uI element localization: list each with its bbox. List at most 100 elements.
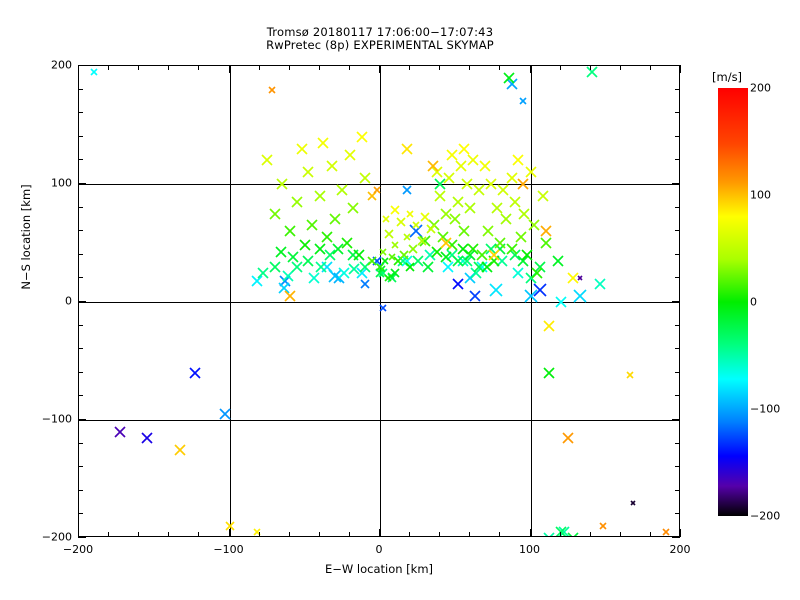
scatter-marker (437, 231, 449, 243)
colorbar-tick-label: −200 (750, 509, 781, 523)
y-tick-label: −100 (41, 412, 72, 426)
scatter-marker (458, 142, 470, 155)
scatter-marker (401, 142, 413, 155)
scatter-marker (336, 184, 348, 196)
y-axis-label: N−S location [km] (19, 184, 33, 290)
scatter-marker (284, 225, 296, 237)
scatter-marker (377, 265, 386, 273)
scatter-marker (332, 243, 344, 255)
scatter-marker (599, 522, 607, 530)
scatter-marker (333, 272, 345, 284)
plot-title: Tromsø 20180117 17:06:00−17:07:43 RwPret… (0, 26, 760, 52)
scatter-marker (424, 249, 436, 261)
scatter-marker (408, 244, 418, 254)
scatter-marker (446, 239, 458, 251)
title-line-2: RwPretec (8p) EXPERIMENTAL SKYMAP (266, 38, 494, 52)
scatter-marker (388, 253, 396, 261)
axis-tick (348, 532, 350, 537)
scatter-marker (577, 275, 583, 281)
axis-tick (619, 532, 621, 537)
scatter-marker (348, 263, 361, 275)
scatter-marker (420, 212, 430, 222)
axis-tick (258, 65, 260, 70)
x-tick-label: −100 (213, 543, 244, 556)
scatter-marker (380, 257, 389, 265)
scatter-marker (496, 255, 508, 267)
axis-tick (675, 513, 680, 515)
axis-tick (619, 65, 621, 70)
scatter-marker (291, 260, 303, 273)
axis-tick (672, 301, 680, 303)
scatter-marker (533, 260, 546, 273)
axis-tick (675, 371, 680, 373)
axis-tick (675, 277, 680, 279)
scatter-marker (329, 213, 341, 225)
scatter-marker (409, 224, 423, 238)
axis-tick (499, 532, 501, 537)
scatter-marker (443, 172, 455, 184)
axis-tick (675, 395, 680, 397)
scatter-marker (440, 251, 452, 263)
scatter-marker (399, 250, 409, 260)
axis-tick (469, 65, 471, 70)
gridline-vertical (530, 66, 532, 536)
colorbar-tick-label: 0 (750, 295, 757, 309)
scatter-marker (279, 275, 291, 287)
scatter-marker (308, 272, 320, 284)
axis-tick (675, 466, 680, 468)
scatter-marker (114, 426, 126, 438)
axis-tick (589, 65, 591, 70)
scatter-marker (530, 266, 543, 279)
scatter-marker (382, 215, 390, 223)
scatter-marker (314, 243, 326, 255)
scatter-marker (467, 243, 479, 255)
scatter-marker (519, 97, 527, 105)
scatter-marker (269, 207, 281, 220)
scatter-marker (440, 237, 452, 249)
scatter-marker (473, 184, 485, 196)
colorbar-gradient (718, 88, 748, 516)
scatter-marker (284, 290, 296, 302)
axis-tick (672, 183, 680, 185)
scatter-plot-area[interactable] (78, 65, 680, 537)
scatter-marker (626, 371, 634, 379)
scatter-marker (428, 219, 440, 231)
scatter-marker (464, 201, 476, 214)
scatter-marker (287, 251, 299, 263)
scatter-marker (542, 367, 555, 379)
scatter-marker (406, 209, 414, 218)
scatter-marker (509, 196, 522, 208)
axis-tick (589, 532, 591, 537)
axis-tick (409, 65, 411, 70)
y-tick-label: −200 (41, 530, 72, 544)
gridline-horizontal (79, 184, 679, 186)
axis-tick (168, 532, 170, 537)
axis-tick (675, 206, 680, 208)
axis-tick (78, 537, 86, 539)
colorbar-tick-label: −100 (750, 402, 781, 416)
axis-tick (198, 65, 200, 70)
axis-tick (529, 65, 531, 73)
scatter-marker (324, 249, 336, 261)
scatter-marker (573, 289, 587, 303)
axis-tick (108, 65, 110, 70)
scatter-marker (542, 532, 555, 536)
scatter-marker (489, 283, 503, 297)
scatter-marker (506, 172, 519, 184)
scatter-marker (506, 78, 519, 90)
axis-tick (78, 88, 83, 90)
scatter-marker (328, 269, 342, 283)
scatter-marker (455, 160, 467, 172)
scatter-marker (442, 260, 454, 273)
axis-tick (78, 112, 83, 114)
scatter-marker (291, 196, 303, 208)
axis-tick (680, 65, 682, 73)
scatter-marker (539, 225, 552, 237)
axis-tick (499, 65, 501, 70)
scatter-marker (491, 201, 503, 214)
colorbar[interactable] (718, 88, 748, 516)
scatter-marker (396, 255, 409, 267)
scatter-marker (347, 201, 359, 214)
axis-tick (675, 230, 680, 232)
